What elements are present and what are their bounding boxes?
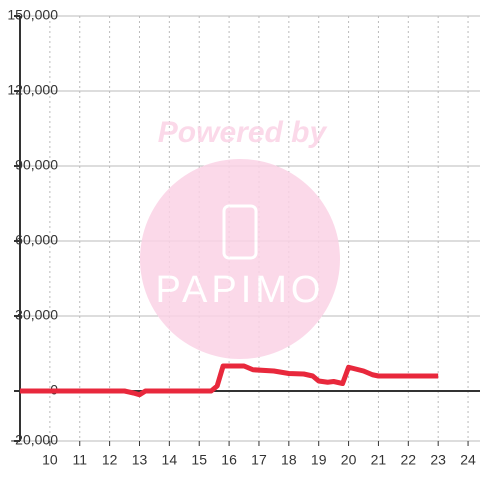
x-tick-label: 21 bbox=[371, 452, 387, 468]
x-tick-label: 15 bbox=[191, 452, 207, 468]
x-tick-label: 12 bbox=[102, 452, 118, 468]
x-tick-label: 13 bbox=[132, 452, 148, 468]
y-tick-label: 120,000 bbox=[7, 82, 58, 98]
x-tick-label: 22 bbox=[401, 452, 417, 468]
x-tick-label: 10 bbox=[42, 452, 58, 468]
x-tick-label: 20 bbox=[341, 452, 357, 468]
y-tick-label: 150,000 bbox=[7, 7, 58, 23]
watermark-text: Powered by bbox=[158, 116, 328, 149]
x-tick-label: 18 bbox=[281, 452, 297, 468]
x-tick-label: 24 bbox=[460, 452, 476, 468]
y-tick-label: 30,000 bbox=[15, 307, 58, 323]
x-tick-label: 14 bbox=[162, 452, 178, 468]
x-tick-label: 17 bbox=[251, 452, 267, 468]
x-tick-label: 23 bbox=[430, 452, 446, 468]
x-tick-label: 19 bbox=[311, 452, 327, 468]
phone-icon bbox=[222, 204, 258, 260]
x-tick-label: 11 bbox=[72, 452, 87, 468]
y-tick-label: 90,000 bbox=[15, 157, 58, 173]
line bbox=[20, 363, 439, 398]
watermark-brand: PAPIMO bbox=[156, 269, 325, 311]
y-tick-label: -20,000 bbox=[11, 432, 59, 448]
watermark: Powered by PAPIMO bbox=[140, 116, 340, 359]
y-tick-label: 60,000 bbox=[15, 232, 58, 248]
x-tick-label: 16 bbox=[221, 452, 237, 468]
